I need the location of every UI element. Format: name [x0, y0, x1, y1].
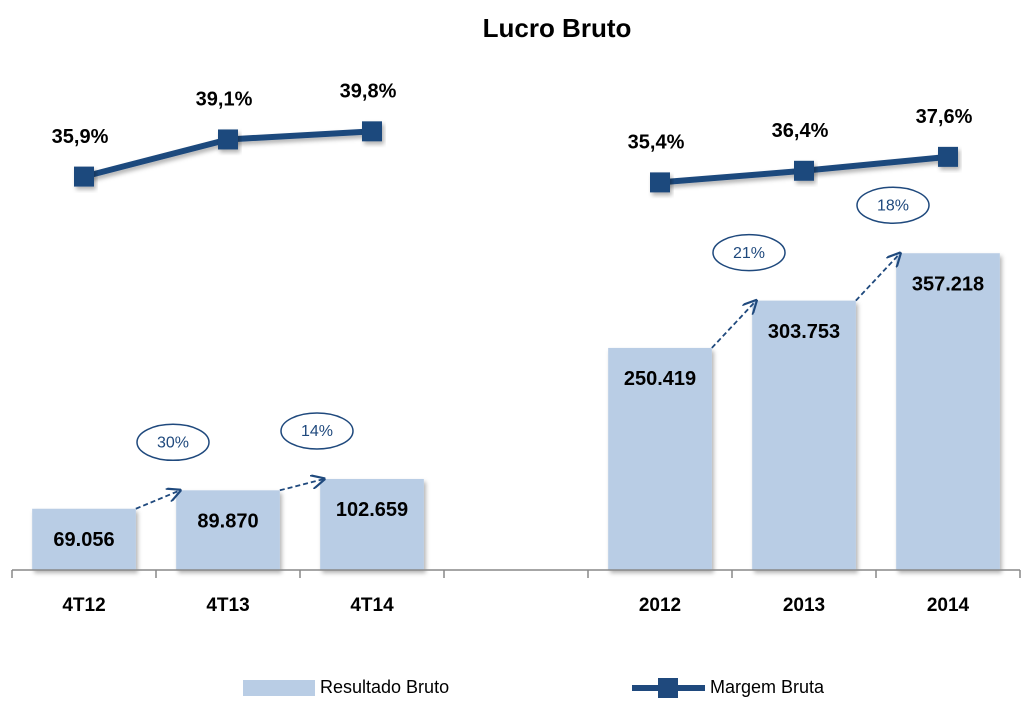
- x-tick-label: 2014: [927, 595, 970, 616]
- growth-arrow: [711, 301, 756, 349]
- growth-label: 21%: [733, 245, 765, 262]
- x-tick-label: 2012: [639, 595, 681, 616]
- growth-bubble: [136, 423, 210, 462]
- bar-value-label: 69.056: [53, 529, 114, 551]
- growth-label: 18%: [877, 197, 909, 214]
- line-marker: [362, 121, 382, 142]
- bar: [608, 347, 712, 570]
- chart-title: Lucro Bruto: [483, 13, 632, 43]
- legend-swatch: [243, 680, 315, 696]
- line-marker: [794, 160, 814, 181]
- bar: [896, 253, 1000, 570]
- bar-value-label: 303.753: [768, 321, 840, 343]
- x-tick-label: 4T12: [62, 595, 105, 616]
- line-value-label: 39,1%: [196, 89, 253, 111]
- bar-value-label: 357.218: [912, 274, 984, 296]
- bar: [32, 508, 136, 570]
- bar-value-label: 102.659: [336, 499, 408, 521]
- growth-arrow: [855, 253, 900, 302]
- bar: [752, 300, 856, 570]
- line-marker: [74, 166, 94, 187]
- growth-label: 14%: [301, 423, 333, 440]
- legend-label: Margem Bruta: [710, 677, 825, 697]
- line-marker: [650, 172, 670, 193]
- bar: [320, 478, 424, 570]
- bar: [176, 490, 280, 570]
- x-tick-label: 4T14: [350, 595, 394, 616]
- x-tick-label: 4T13: [206, 595, 249, 616]
- x-tick-label: 2013: [783, 595, 825, 616]
- growth-bubble: [712, 233, 786, 272]
- line-value-label: 39,8%: [340, 81, 397, 103]
- growth-arrow: [135, 490, 180, 510]
- line-value-label: 35,9%: [52, 126, 109, 148]
- line-value-label: 37,6%: [916, 106, 973, 128]
- growth-bubble: [856, 186, 930, 224]
- bar-value-label: 250.419: [624, 368, 696, 390]
- legend-label: Resultado Bruto: [320, 677, 449, 697]
- line-value-label: 36,4%: [772, 120, 829, 142]
- line-value-label: 35,4%: [628, 132, 685, 154]
- growth-arrow: [279, 479, 324, 492]
- bar-value-label: 89.870: [197, 511, 258, 533]
- line-marker: [938, 146, 958, 167]
- line-marker: [218, 129, 238, 150]
- growth-label: 30%: [157, 435, 189, 452]
- growth-bubble: [280, 412, 354, 450]
- legend-swatch: [658, 678, 678, 698]
